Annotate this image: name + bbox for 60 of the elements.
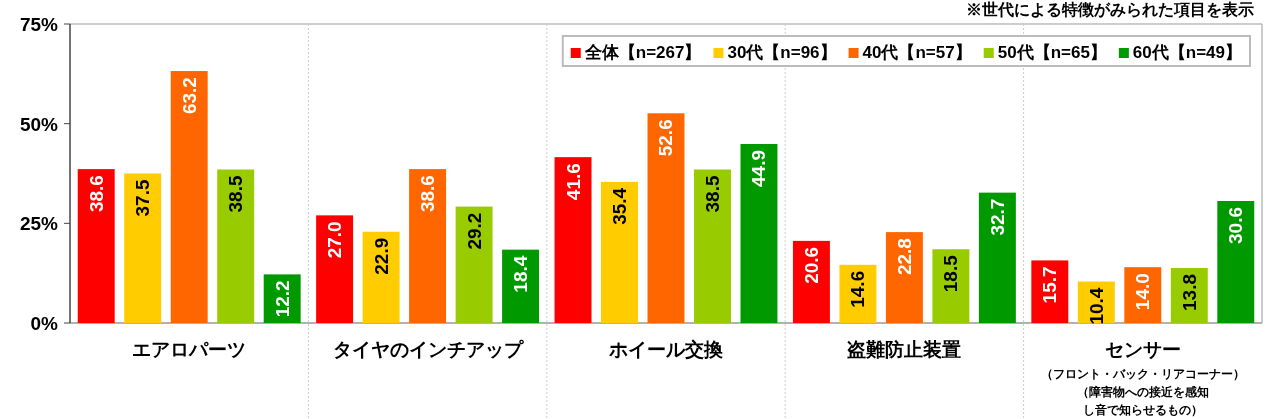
data-label: 38.6 bbox=[85, 175, 107, 213]
data-label: 38.5 bbox=[701, 175, 723, 213]
data-label: 13.8 bbox=[1178, 273, 1200, 311]
data-label: 20.6 bbox=[800, 246, 822, 284]
data-label: 32.7 bbox=[986, 198, 1008, 236]
data-label: 30.6 bbox=[1225, 207, 1247, 244]
bar bbox=[740, 144, 778, 323]
y-tick-label: 75% bbox=[19, 14, 59, 35]
data-label: 38.5 bbox=[225, 175, 247, 213]
x-tick-label: タイヤのインチアップ bbox=[332, 339, 524, 360]
data-label: 22.8 bbox=[893, 238, 915, 276]
data-label: 12.2 bbox=[271, 280, 293, 318]
bar bbox=[455, 206, 493, 323]
bar bbox=[601, 181, 638, 323]
bar bbox=[316, 215, 354, 323]
data-label: 63.2 bbox=[178, 77, 200, 115]
data-label: 29.2 bbox=[463, 212, 485, 250]
bar bbox=[170, 71, 208, 323]
x-tick-label: 盗難防止装置 bbox=[847, 339, 962, 360]
bar bbox=[502, 249, 540, 323]
legend-label: 50代【n=65】 bbox=[997, 43, 1107, 62]
data-label: 52.6 bbox=[655, 119, 677, 157]
bar bbox=[792, 240, 830, 323]
legend-label: 全体【n=267】 bbox=[583, 43, 702, 62]
data-label: 27.0 bbox=[324, 221, 346, 259]
text: ※世代による特徴がみられた項目を表示 bbox=[966, 1, 1254, 19]
data-label: 14.0 bbox=[1132, 273, 1154, 311]
data-label: 44.9 bbox=[748, 150, 770, 187]
bar bbox=[932, 249, 970, 323]
x-tick-label: エアロパーツ bbox=[132, 339, 247, 360]
bar bbox=[217, 169, 255, 323]
data-label: 37.5 bbox=[132, 179, 154, 217]
bar bbox=[1031, 260, 1069, 323]
legend-label: 30代【n=96】 bbox=[727, 43, 837, 62]
data-label: 18.5 bbox=[940, 254, 962, 293]
data-label: 41.6 bbox=[562, 163, 584, 201]
bar bbox=[694, 169, 731, 323]
legend-label: 40代【n=57】 bbox=[862, 43, 972, 62]
bar bbox=[409, 169, 447, 323]
bar bbox=[885, 232, 923, 323]
x-tick-label: センサー（フロント・バック・リアコーナー）（障害物への接近を感知し音で知らせるもの） bbox=[1040, 339, 1245, 417]
y-tick-label: 0% bbox=[30, 313, 59, 334]
x-tick-label: ホイール交換 bbox=[608, 339, 724, 360]
bar bbox=[978, 192, 1016, 323]
data-label: 14.6 bbox=[847, 270, 869, 308]
y-tick-label: 50% bbox=[19, 113, 59, 135]
bar bbox=[1217, 201, 1255, 323]
y-tick-label: 25% bbox=[19, 213, 59, 235]
bar bbox=[362, 231, 400, 323]
data-label: 18.4 bbox=[510, 255, 532, 293]
data-label: 22.9 bbox=[370, 237, 392, 275]
data-label: 10.4 bbox=[1085, 287, 1107, 325]
bar bbox=[124, 173, 162, 323]
data-label: 38.6 bbox=[417, 175, 439, 213]
data-label: 15.7 bbox=[1039, 266, 1061, 304]
bar bbox=[554, 157, 592, 323]
bar bbox=[77, 169, 115, 323]
legend-label: 60代【n=49】 bbox=[1132, 43, 1242, 62]
bar bbox=[647, 113, 685, 323]
data-label: 35.4 bbox=[609, 187, 631, 225]
